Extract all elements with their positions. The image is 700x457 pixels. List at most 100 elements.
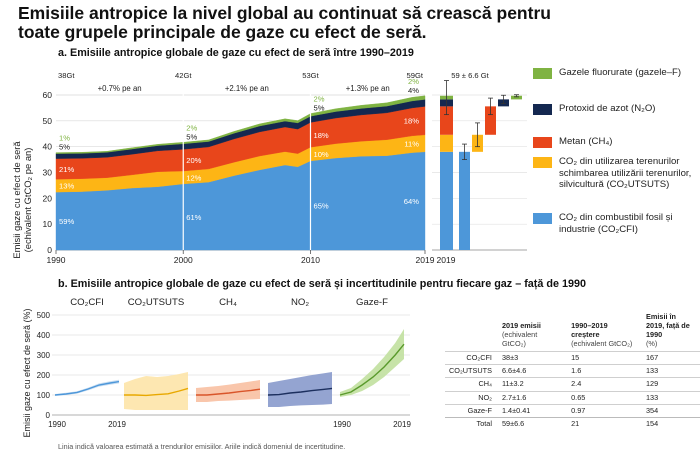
growth-rate-label: +2.1% pe an <box>225 84 269 93</box>
table-cell-growth: 0.97 <box>567 403 642 418</box>
uncertainty-band-ch4 <box>196 380 260 402</box>
area-fgases <box>55 95 426 154</box>
bar-co2ffi <box>459 151 470 250</box>
share-label-ch4: 20% <box>186 156 201 165</box>
gas-panel-co2lulucf: CO₂UTSUTS <box>124 297 189 410</box>
table-cell-emissions: 38±3 <box>497 350 568 365</box>
panel-b-xtick-label: 2019 <box>108 420 126 429</box>
trend-line-fgases <box>339 343 405 396</box>
panel-b-xtick-label: 1990 <box>333 420 351 429</box>
bar-ch4 <box>485 106 496 135</box>
uncertainty-band-fgases <box>340 329 404 397</box>
panel-a-ytick-label: 60 <box>43 90 53 100</box>
table-cell-emissions: 6.6±4.6 <box>497 364 568 378</box>
gas-panel-title: Gaze-F <box>356 297 388 308</box>
panel-b-title: b. Emisiile antropice globale de gaze cu… <box>58 278 587 290</box>
gas-panel-n2o: NO₂ <box>267 297 333 407</box>
table-cell-emissions: 2.7±1.6 <box>497 390 568 405</box>
gas-panel-title: NO₂ <box>291 297 309 308</box>
table-row-total: Total 59±6.6 21 154 <box>445 417 700 431</box>
table-cell-emissions: 59±6.6 <box>497 417 568 431</box>
legend-swatch-ch4 <box>533 137 552 148</box>
panel-b-xtick-label: 2019 <box>393 420 411 429</box>
table-header-growth: 1990–2019 creștere (echivalent GtCO₂) <box>571 321 633 348</box>
gas-panel-co2ffi: CO₂CFI 1990 2019 <box>48 297 126 429</box>
table-cell-percent: 133 <box>642 364 700 378</box>
growth-rate-label: +1.3% pe an <box>346 84 390 93</box>
gas-panel-ch4: CH₄ <box>196 297 261 402</box>
panel-a-ytick-label: 40 <box>43 142 53 152</box>
table-header-gas <box>445 312 498 352</box>
uncertainty-band-n2o <box>268 372 332 407</box>
legend-label-n2o: Protoxid de azot (N₂O) <box>559 103 656 114</box>
uncertainty-total-label: 59 ± 6.6 Gt <box>451 71 489 80</box>
panel-a-ylabel-line2: (echivalent GtCO₂ pe an) <box>22 148 33 253</box>
legend-swatch-co2ffi <box>533 213 552 224</box>
table-cell-gas: NO₂ <box>445 390 498 405</box>
share-label-co2ffi: 61% <box>186 213 201 222</box>
panel-a-xtick-label: 2000 <box>174 255 193 265</box>
uncertainty-band-co2lulucf <box>124 372 188 410</box>
share-label-n2o: 5% <box>313 104 324 113</box>
table-header-emissions: 2019 emisii (echivalent GtCO₂) <box>501 321 541 348</box>
bar-fgases <box>511 95 522 100</box>
table-cell-percent: 129 <box>642 377 700 392</box>
gas-panel-title: CO₂UTSUTS <box>128 297 185 308</box>
legend-item-fgases: Gazele fluorurate (gazele–F) <box>533 67 699 79</box>
panel-b-ytick-label: 300 <box>37 351 51 360</box>
panel-b-panels: CO₂CFI 1990 2019 CO₂UTSUTS CH₄ NO₂ Gaze-F 1990 2… <box>48 297 411 429</box>
bar-year-label: 2019 <box>437 255 456 265</box>
trend-line-co2lulucf <box>124 387 189 397</box>
table-row: NO₂ 2.7±1.6 0.65 133 <box>445 390 700 405</box>
trend-line-ch4 <box>196 388 261 396</box>
share-label-n2o: 5% <box>186 132 197 141</box>
panel-a-xtick-label: 2010 <box>301 255 320 265</box>
panel-a-ytick-label: 0 <box>47 245 52 255</box>
panel-a-areas <box>55 95 426 251</box>
legend-label-ch4: Metan (CH₄) <box>559 136 613 147</box>
panel-a-xtick-label: 1990 <box>47 255 66 265</box>
gas-panel-title: CH₄ <box>219 297 237 308</box>
panel-a-ytick-label: 20 <box>43 193 53 203</box>
trend-line-n2o <box>267 387 333 396</box>
panel-a-ylabel-line1: Emisii gaze cu efect de seră <box>11 141 22 259</box>
table-row: CH₄ 11±3.2 2.4 129 <box>445 377 700 392</box>
trend-line-co2ffi <box>54 380 120 396</box>
share-label-co2lulucf: 11% <box>404 139 419 148</box>
legend-item-co2lulucf: CO₂ din utilizarea terenurilor schimbare… <box>533 156 699 191</box>
panel-b-note: Linia indică valoarea estimată a trendur… <box>58 442 346 451</box>
share-label-n2o: 4% <box>408 86 419 95</box>
share-label-co2ffi: 64% <box>404 197 419 206</box>
bar-total-segment-co2ffi <box>440 151 453 250</box>
table-cell-gas: Total <box>445 417 498 431</box>
table-cell-gas: CO₂UTSUTS <box>445 364 498 378</box>
share-label-fgases: 2% <box>186 123 197 132</box>
table-cell-percent: 133 <box>642 390 700 405</box>
panel-a-ytick-label: 50 <box>43 116 53 126</box>
total-label: 42Gt <box>175 71 192 80</box>
legend-label-co2lulucf: CO₂ din utilizarea terenurilor schimbare… <box>559 156 692 190</box>
share-label-co2lulucf: 12% <box>186 173 201 182</box>
total-label: 59Gt <box>407 71 424 80</box>
legend-label-co2ffi: CO₂ din combustibil fosil și industrie (… <box>559 212 673 235</box>
share-label-ch4: 21% <box>59 165 74 174</box>
table-cell-emissions: 11±3.2 <box>497 377 568 392</box>
legend-item-n2o: Protoxid de azot (N₂O) <box>533 103 699 115</box>
table-cell-percent: 167 <box>642 350 700 365</box>
legend-item-co2ffi: CO₂ din combustibil fosil și industrie (… <box>533 212 699 235</box>
legend-swatch-fgases <box>533 68 552 79</box>
panel-a-title: a. Emisiile antropice globale de gaze cu… <box>58 47 414 59</box>
panel-b-ytick-label: 100 <box>37 391 51 400</box>
panel-b-gridlines: 0 100 200 300 400 500 <box>37 311 410 420</box>
stacked-area-chart: 0 10 20 30 40 50 60 59 ± 6.6 Gt 2019 1990 2000 20… <box>11 71 527 265</box>
panel-b-ytick-label: 200 <box>37 371 51 380</box>
share-label-co2ffi: 59% <box>59 217 74 226</box>
gas-panel-fgases: Gaze-F 1990 2019 <box>333 297 411 429</box>
panel-b-xtick-label: 1990 <box>48 420 66 429</box>
share-label-fgases: 2% <box>408 77 419 86</box>
share-label-co2ffi: 65% <box>313 201 328 210</box>
table-cell-emissions: 1.4±0.41 <box>497 403 568 418</box>
table-cell-gas: CH₄ <box>445 377 498 392</box>
table-row: Gaze-F 1.4±0.41 0.97 354 <box>445 403 700 418</box>
table-cell-gas: Gaze-F <box>445 403 498 418</box>
